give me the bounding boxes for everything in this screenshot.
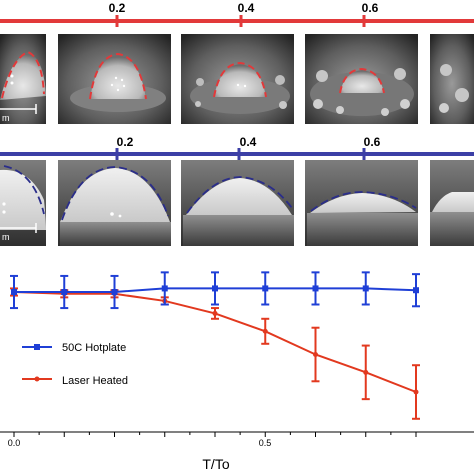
scale-label: m [2,232,10,242]
bottom-droplet-photo [305,160,418,246]
data-point [61,289,68,295]
top-row: 0.2 0.4 0.6 m [0,1,474,124]
bottom-row: 0.2 0.4 0.6 m [0,135,474,246]
data-point [262,285,269,292]
data-point [413,389,419,395]
bottom-droplet-photo: m [0,160,46,246]
data-point [312,285,319,292]
droplet-outline [1,50,45,99]
droplet-outline [3,165,45,215]
x-axis-ticks [13,432,417,437]
droplet-outline [186,176,293,214]
top-droplet-photo [305,34,418,124]
bottom-tick-label: 0.4 [240,135,257,149]
legend-label-hotplate: 50C Hotplate [62,342,126,354]
x-tick-label: 0.5 [259,438,272,448]
scale-label: m [2,113,10,123]
legend-item-hotplate: 50C Hotplate [22,342,126,354]
top-droplet-photo [181,34,294,124]
top-tick-label: 0.6 [362,1,379,15]
data-point [111,289,118,295]
x-tick-label: 0.0 [8,438,21,448]
droplet-outline [339,67,385,94]
top-droplet-photo [58,34,171,124]
bottom-droplet-photo [181,160,294,246]
droplet-outline [310,191,417,212]
series-layer [10,271,420,420]
data-point [413,287,419,294]
top-droplet-photo: m [0,34,46,124]
top-tick-label: 0.2 [109,1,126,15]
bottom-droplet-photo [58,160,171,246]
legend-marker-dot-icon [34,376,40,382]
data-point [212,310,218,316]
top-tick-label: 0.4 [238,1,255,15]
legend-item-laser: Laser Heated [22,375,128,387]
bottom-tick-label: 0.6 [364,135,381,149]
chart: 0.0 0.5 T/To 50C Hotplate Laser Heated [0,271,474,472]
data-point [161,285,168,292]
legend: 50C Hotplate Laser Heated [22,342,128,387]
bottom-droplet-photo [430,160,474,246]
data-point [262,328,268,334]
droplet-outline [213,61,267,98]
x-axis-label: T/To [202,456,229,472]
legend-marker-square-icon [34,344,40,350]
bottom-tick-label: 0.2 [117,135,134,149]
data-point [11,289,17,295]
data-point [363,369,369,375]
data-point [212,285,218,292]
data-point [313,352,318,357]
droplet-outline [61,166,169,221]
top-droplet-photo [430,34,474,124]
data-point [362,285,369,292]
legend-label-laser: Laser Heated [62,375,128,387]
series-hotplate [10,271,420,310]
droplet-outline [89,52,147,100]
